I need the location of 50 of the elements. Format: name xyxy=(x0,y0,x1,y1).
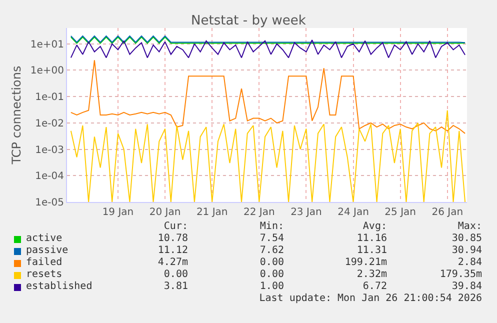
text: 199.21m xyxy=(344,257,387,269)
legend-label: failed xyxy=(26,257,64,269)
text: 3.81 xyxy=(162,281,188,293)
text: 1.00 xyxy=(258,281,284,293)
x-tick-label: 25 Jan xyxy=(384,207,416,218)
x-tick-label: 19 Jan xyxy=(102,207,134,218)
legend-label: resets xyxy=(26,269,64,281)
y-tick-label: 1e-04 xyxy=(35,171,64,182)
text: 30.94 xyxy=(450,245,482,257)
text: 10.78 xyxy=(156,233,188,245)
line-series xyxy=(70,110,466,202)
y-tick-label: 1e-03 xyxy=(35,144,64,156)
x-tick-label: 20 Jan xyxy=(149,207,181,218)
text: 7.62 xyxy=(258,245,284,257)
line-series xyxy=(70,40,466,58)
chart-title: Netstat - by week xyxy=(191,14,306,29)
legend-label: active xyxy=(26,233,64,245)
y-tick-label: 1e-01 xyxy=(35,92,64,104)
text: 11.31 xyxy=(356,245,387,257)
legend-label: passive xyxy=(26,245,70,257)
text: Max: xyxy=(456,221,482,233)
text: 179.35m xyxy=(438,269,482,281)
text: 0.00 xyxy=(258,269,284,281)
x-tick-label: 22 Jan xyxy=(243,207,275,218)
text: Cur: xyxy=(162,221,188,233)
text: Min: xyxy=(258,221,284,233)
text: 0.00 xyxy=(258,257,284,269)
text: 6.72 xyxy=(362,281,387,293)
text: Last update: Mon Jan 26 21:00:54 2026 xyxy=(258,293,482,305)
y-tick-label: 1e-02 xyxy=(35,118,64,130)
y-axis-title: TCP connections xyxy=(10,66,24,166)
x-tick-label: 26 Jan xyxy=(432,207,464,218)
x-tick-label: 23 Jan xyxy=(290,207,322,218)
text: 4.27m xyxy=(156,257,188,269)
line-series xyxy=(70,60,466,134)
y-tick-label: 1e+00 xyxy=(30,66,64,77)
text: 2.32m xyxy=(356,269,387,281)
x-tick-label: 24 Jan xyxy=(338,207,369,218)
legend-label: established xyxy=(26,281,94,293)
x-tick-label: 21 Jan xyxy=(196,207,228,218)
text: 2.84 xyxy=(456,257,482,269)
y-tick-label: 1e+01 xyxy=(30,39,64,50)
text: 30.85 xyxy=(450,233,482,245)
text: Avg: xyxy=(362,221,387,233)
y-tick-label: 1e-05 xyxy=(35,198,64,208)
text: 7.54 xyxy=(258,233,284,245)
text: 39.84 xyxy=(450,281,482,293)
text: 11.12 xyxy=(156,245,188,257)
text: 0.00 xyxy=(162,269,188,281)
text: 11.16 xyxy=(356,233,387,245)
